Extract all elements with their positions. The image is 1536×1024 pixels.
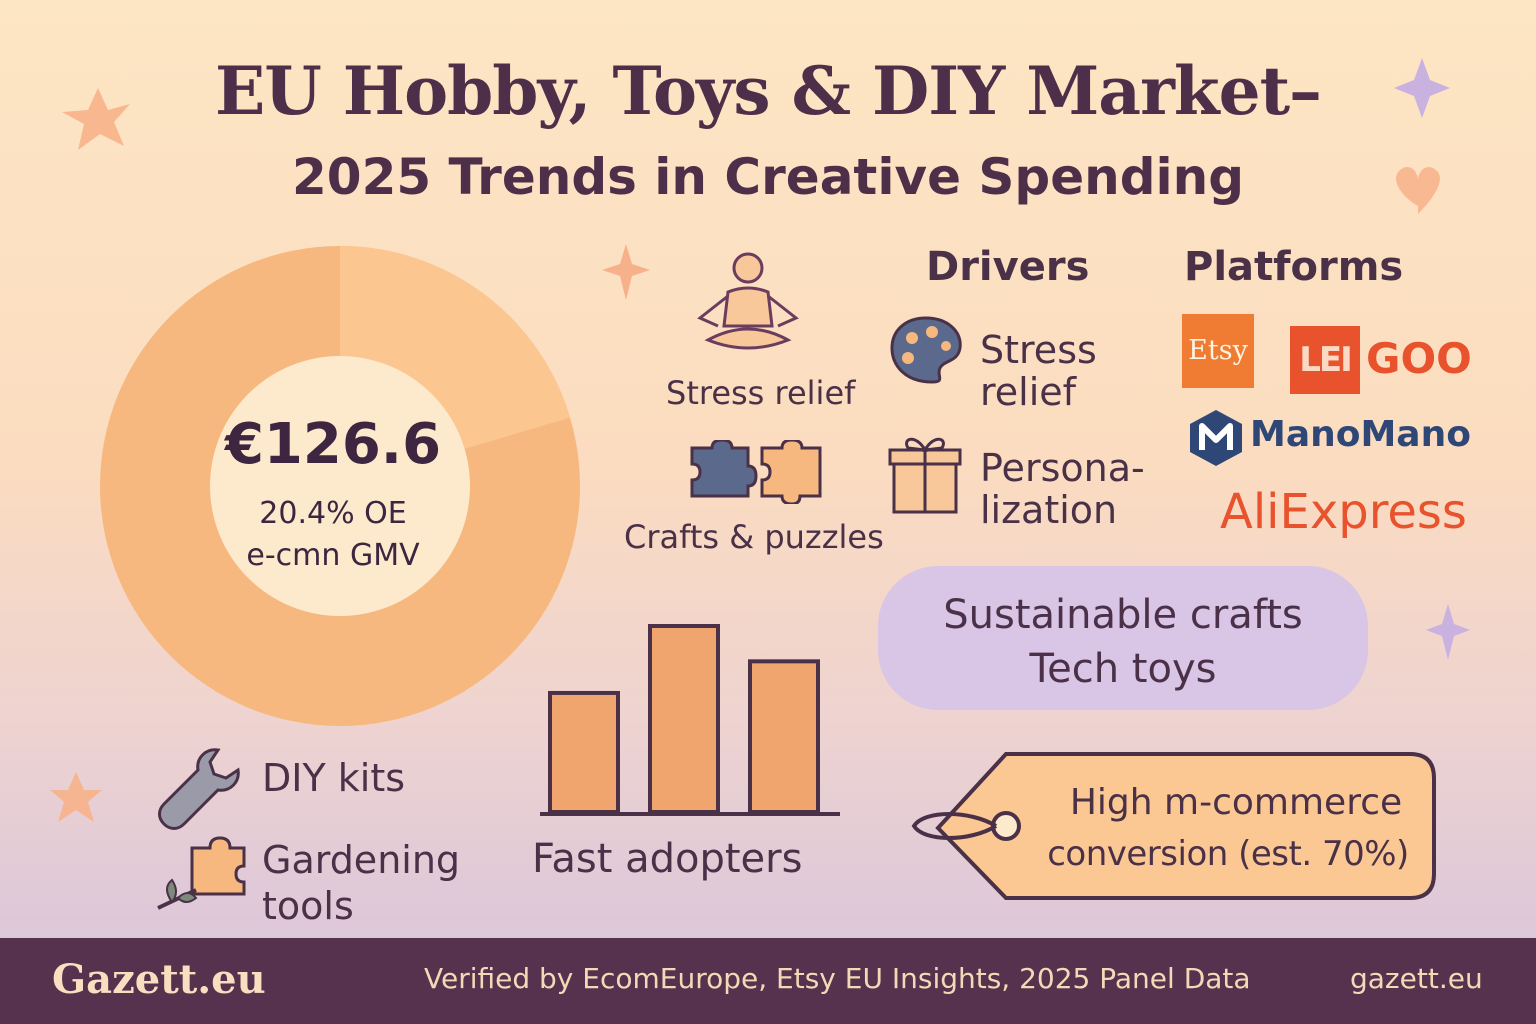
adopter-bar-1 [548,690,620,814]
leigoo-mark-text: LEI [1299,340,1353,380]
gmv-value: €126.6 [224,412,442,477]
palette-icon [890,316,962,384]
star-icon [62,88,130,150]
category-gardening-line1: Gardening [262,838,461,882]
leigoo-logo-word: GOO [1366,334,1472,383]
adopter-bar-2 [648,624,720,814]
star-icon [50,772,102,822]
aliexpress-logo: AliExpress [1220,484,1467,540]
footer-sources: Verified by EcomEurope, Etsy EU Insights… [424,962,1251,995]
adopters-bar-chart [540,624,840,816]
driver-2-line2: lization [980,488,1118,532]
category-stress-relief: Stress relief [666,374,856,412]
tag-line-1: High m-commerce [1069,782,1403,823]
fast-adopters-label: Fast adopters [532,836,803,882]
footer-url[interactable]: gazett.eu [1350,962,1483,995]
category-crafts-puzzles: Crafts & puzzles [624,518,884,556]
gardening-tool-icon [157,836,246,910]
gmv-donut-chart [100,246,580,726]
gmv-metric-label: e-cmn GMV [246,538,420,573]
adopter-bar-3 [748,659,820,815]
driver-1-line2: relief [980,370,1077,414]
etsy-logo: Etsy [1182,314,1254,388]
meditation-icon [697,252,799,350]
price-tag-shape [911,752,1436,900]
sparkle-icon [1394,58,1450,118]
page-title: EU Hobby, Toys & DIY Market– [214,52,1322,130]
driver-2-line1: Persona- [980,446,1145,490]
trend-tech-toys: Tech toys [1029,646,1217,692]
platforms-heading: Platforms [1184,244,1404,290]
footer-bar [0,938,1536,1024]
drivers-heading: Drivers [926,244,1090,290]
sparkle-icon [1426,604,1470,660]
trends-pill: Sustainable crafts Tech toys [878,566,1368,710]
puzzle-icon [690,440,822,504]
footer-brand: Gazett.eu [52,956,266,1003]
donut-hole [210,356,470,616]
manomano-logo: ManoMano [1250,414,1471,455]
heart-icon [1396,167,1440,214]
leigoo-logo-mark: LEI [1290,326,1360,394]
sparkle-icon [602,244,650,300]
category-gardening-line2: tools [262,884,354,928]
tag-line-2: conversion (est. 70%) [1047,834,1409,874]
trend-sustainable-crafts: Sustainable crafts [943,592,1303,638]
wrench-icon [158,748,240,830]
gift-icon [888,437,962,514]
driver-1-line1: Stress [980,328,1097,372]
page-subtitle: 2025 Trends in Creative Spending [291,148,1245,206]
manomano-logo-icon [1190,410,1242,466]
category-diy-kits: DIY kits [262,756,406,800]
gmv-share-label: 20.4% OE [259,496,407,531]
